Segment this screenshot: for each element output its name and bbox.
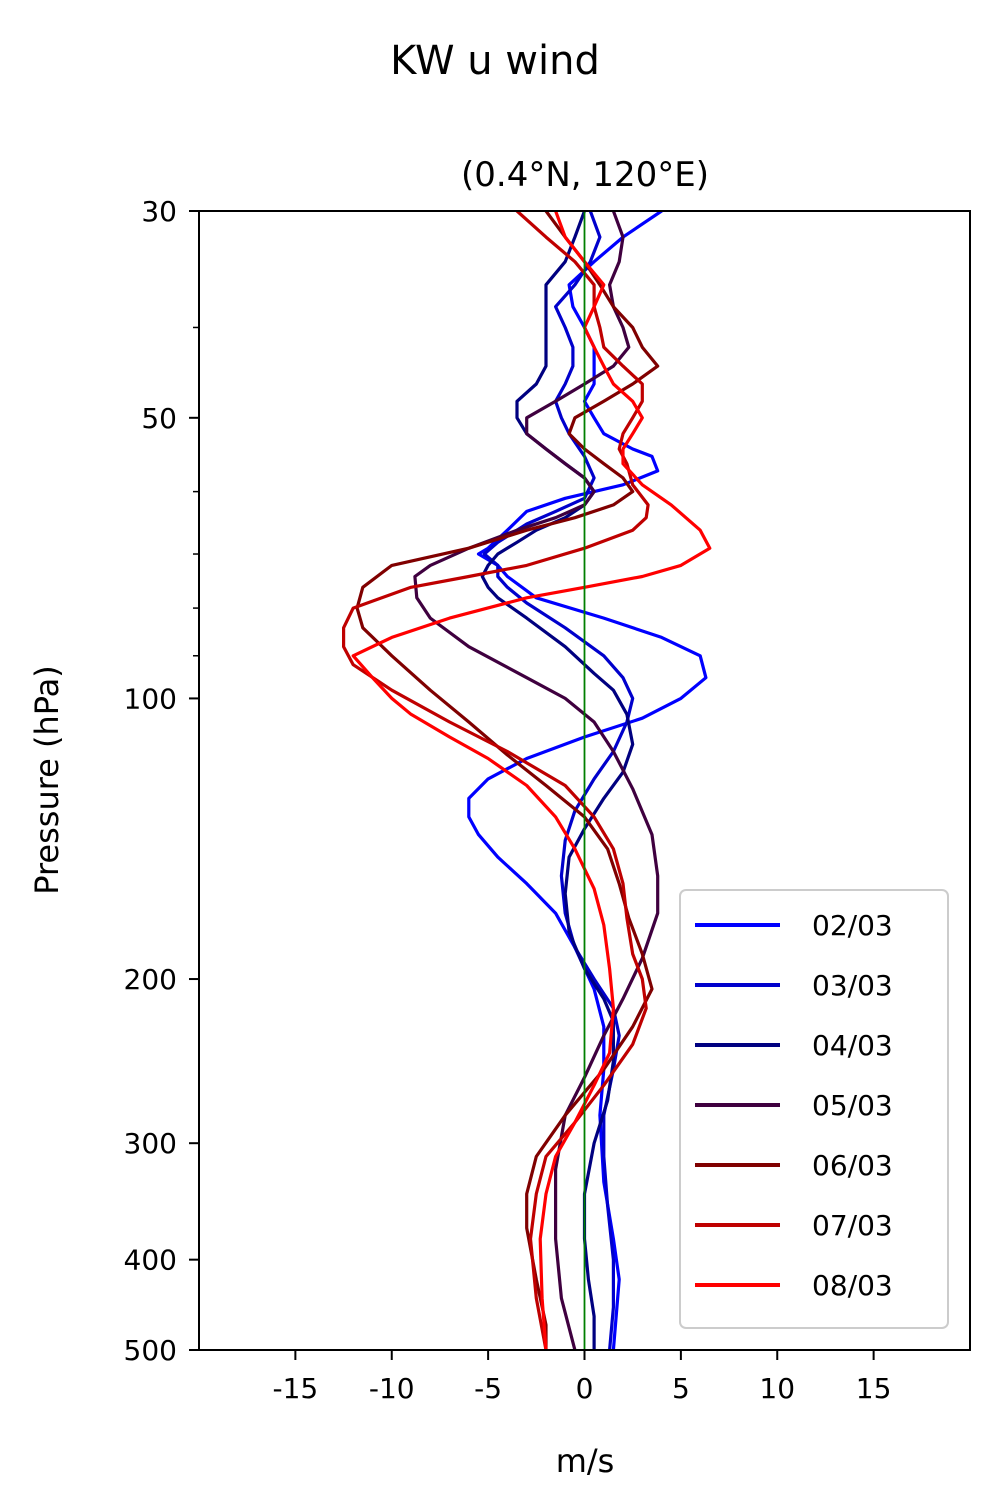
legend-label: 03/03: [812, 969, 893, 1002]
y-axis-ticks: 30 50 100 200 300 400 500: [124, 195, 199, 1367]
y-axis-label: Pressure (hPa): [28, 665, 66, 895]
series-layer: [342, 211, 712, 1350]
legend-label: 02/03: [812, 909, 893, 942]
x-tick-label: 5: [672, 1372, 690, 1405]
series-line-08-03: [351, 211, 712, 1350]
series-line-05-03: [413, 211, 660, 1350]
x-tick-label: 15: [856, 1372, 892, 1405]
y-tick-label: 500: [124, 1334, 177, 1367]
legend-box: [679, 889, 949, 1329]
x-tick-label: -5: [474, 1372, 502, 1405]
y-tick-label: 100: [124, 682, 177, 715]
series-line-07-03: [342, 211, 650, 1350]
x-tick-label: -15: [273, 1372, 319, 1405]
y-tick-label: 30: [141, 195, 177, 228]
legend-label: 06/03: [812, 1149, 893, 1182]
x-tick-label: -10: [369, 1372, 415, 1405]
x-axis-ticks: -15 -10 -5 0 5 10 15: [273, 1350, 892, 1405]
legend-label: 08/03: [812, 1269, 893, 1302]
x-axis-label: m/s: [556, 1442, 615, 1480]
y-tick-label: 300: [124, 1127, 177, 1160]
legend-label: 05/03: [812, 1089, 893, 1122]
series-line-04-03: [480, 211, 635, 1350]
legend-items: 02/03 03/03 04/03 05/03 06/03 07/03 08/03: [695, 909, 893, 1302]
legend: 02/03 03/03 04/03 05/03 06/03 07/03 08/03: [679, 889, 949, 1329]
x-tick-label: 0: [576, 1372, 594, 1405]
x-tick-label: 10: [759, 1372, 795, 1405]
series-line-03-03: [482, 211, 635, 1350]
y-tick-label: 400: [124, 1244, 177, 1277]
chart-title: KW u wind: [390, 38, 600, 84]
series-line-06-03: [355, 211, 660, 1350]
chart-subtitle: (0.4°N, 120°E): [461, 155, 709, 195]
y-tick-label: 50: [141, 402, 177, 435]
legend-label: 04/03: [812, 1029, 893, 1062]
legend-label: 07/03: [812, 1209, 893, 1242]
y-tick-label: 200: [124, 963, 177, 996]
